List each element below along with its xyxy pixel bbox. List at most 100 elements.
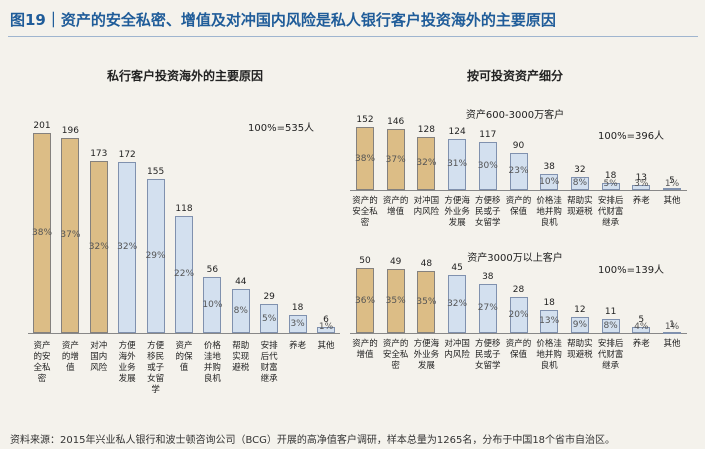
category-label: 资产的安全私密 <box>382 339 409 371</box>
category-label: 价格洼地并购良机 <box>203 341 221 384</box>
value-label: 28 <box>512 284 525 295</box>
percent-label: 3% <box>634 179 649 189</box>
percent-label: 23% <box>508 166 529 177</box>
value-label: 196 <box>61 125 79 136</box>
percent-label: 10% <box>539 177 560 188</box>
bar <box>317 327 335 333</box>
bar <box>632 326 651 333</box>
bar <box>601 318 620 333</box>
category-label: 养老 <box>289 341 307 351</box>
percent-label: 5% <box>262 313 277 324</box>
value-label: 155 <box>147 166 165 177</box>
category-label: 方便海外业务发展 <box>444 196 470 228</box>
bar <box>509 296 528 333</box>
baseline <box>349 190 688 191</box>
category-label: 资产的增值 <box>382 196 409 217</box>
value-label: 11 <box>604 306 617 317</box>
baseline <box>27 333 341 334</box>
category-label: 养老 <box>632 196 650 206</box>
bar <box>386 129 405 190</box>
value-label: 6 <box>323 315 329 326</box>
bar <box>175 215 193 333</box>
chart-title: 资产600-3000万客户 <box>465 110 565 121</box>
percent-label: 22% <box>173 269 195 280</box>
chart-note: 100%=396人 <box>598 131 665 142</box>
value-label: 49 <box>389 257 402 268</box>
percent-label: 30% <box>477 160 498 171</box>
category-label: 方便移民或子女留学 <box>475 339 501 371</box>
percent-label: 29% <box>145 250 166 261</box>
bar <box>663 187 681 190</box>
percent-label: 8% <box>572 178 588 189</box>
page-title: 图19｜资产的安全私密、增值及对冲国内风险是私人银行客户投资海外的主要原因 <box>10 11 556 29</box>
value-label: 13 <box>635 172 648 183</box>
percent-label: 36% <box>354 295 376 306</box>
category-label: 其他 <box>663 339 681 349</box>
category-label: 对冲国内风险 <box>90 341 108 373</box>
percent-label: 37% <box>385 154 406 165</box>
category-label: 安排后代财富继承 <box>260 341 278 384</box>
percent-label: 13% <box>539 316 560 327</box>
percent-label: 8% <box>603 320 618 331</box>
category-label: 对冲国内风险 <box>444 339 470 360</box>
value-label: 118 <box>175 203 193 214</box>
bar <box>540 174 559 190</box>
percent-label: 38% <box>31 228 53 238</box>
bar <box>570 317 589 333</box>
bar <box>417 136 436 190</box>
value-label: 128 <box>417 124 435 135</box>
bar <box>448 274 467 333</box>
value-label: 56 <box>206 265 219 276</box>
value-label: 146 <box>387 117 405 128</box>
category-label: 方便海外业务发展 <box>413 339 440 371</box>
value-label: 201 <box>33 121 51 131</box>
value-label: 5 <box>669 175 675 186</box>
percent-label: 5% <box>603 179 618 189</box>
value-label: 29 <box>263 292 275 303</box>
category-label: 资产的保值 <box>505 339 532 360</box>
category-label: 方便移民或子女留学 <box>147 341 165 395</box>
value-label: 5 <box>638 314 645 325</box>
value-label: 18 <box>543 297 555 308</box>
value-label: 12 <box>574 305 586 316</box>
bar <box>570 176 589 190</box>
category-label: 安排后代财富继承 <box>597 196 624 228</box>
percent-label: 35% <box>385 296 406 307</box>
chart-note: 100%=535人 <box>248 123 315 134</box>
percent-label: 9% <box>572 320 588 331</box>
value-label: 124 <box>448 126 466 137</box>
category-label: 资产的增值 <box>352 339 378 360</box>
category-label: 其他 <box>317 341 335 351</box>
title-rule <box>8 36 698 37</box>
bar <box>33 133 51 333</box>
value-label: 50 <box>359 256 371 266</box>
bar <box>509 152 528 190</box>
bar <box>288 315 307 333</box>
bar <box>601 182 620 190</box>
bar <box>356 127 374 190</box>
percent-label: 32% <box>416 158 437 169</box>
bar <box>356 268 374 333</box>
chart-title: 资产3000万以上客户 <box>467 253 563 264</box>
value-label: 32 <box>574 164 586 175</box>
value-label: 1 <box>669 319 675 330</box>
category-label: 帮助实现避税 <box>567 196 593 217</box>
bar <box>386 269 405 333</box>
value-label: 38 <box>482 271 494 282</box>
percent-label: 32% <box>117 242 138 253</box>
category-label: 资产的保值 <box>505 196 532 217</box>
percent-label: 1% <box>664 322 680 332</box>
bar <box>61 137 80 333</box>
category-label: 方便移民或子女留学 <box>475 196 501 228</box>
category-label: 帮助实现避税 <box>567 339 593 360</box>
bar <box>203 277 222 333</box>
percent-label: 20% <box>508 309 529 320</box>
category-label: 养老 <box>632 339 650 349</box>
category-label: 资产的保值 <box>175 341 193 373</box>
value-label: 117 <box>479 129 497 140</box>
bar <box>632 184 651 190</box>
value-label: 45 <box>451 262 463 273</box>
category-label: 资产的增值 <box>61 341 79 373</box>
value-label: 18 <box>291 303 304 314</box>
chart-note: 100%=139人 <box>598 265 665 276</box>
